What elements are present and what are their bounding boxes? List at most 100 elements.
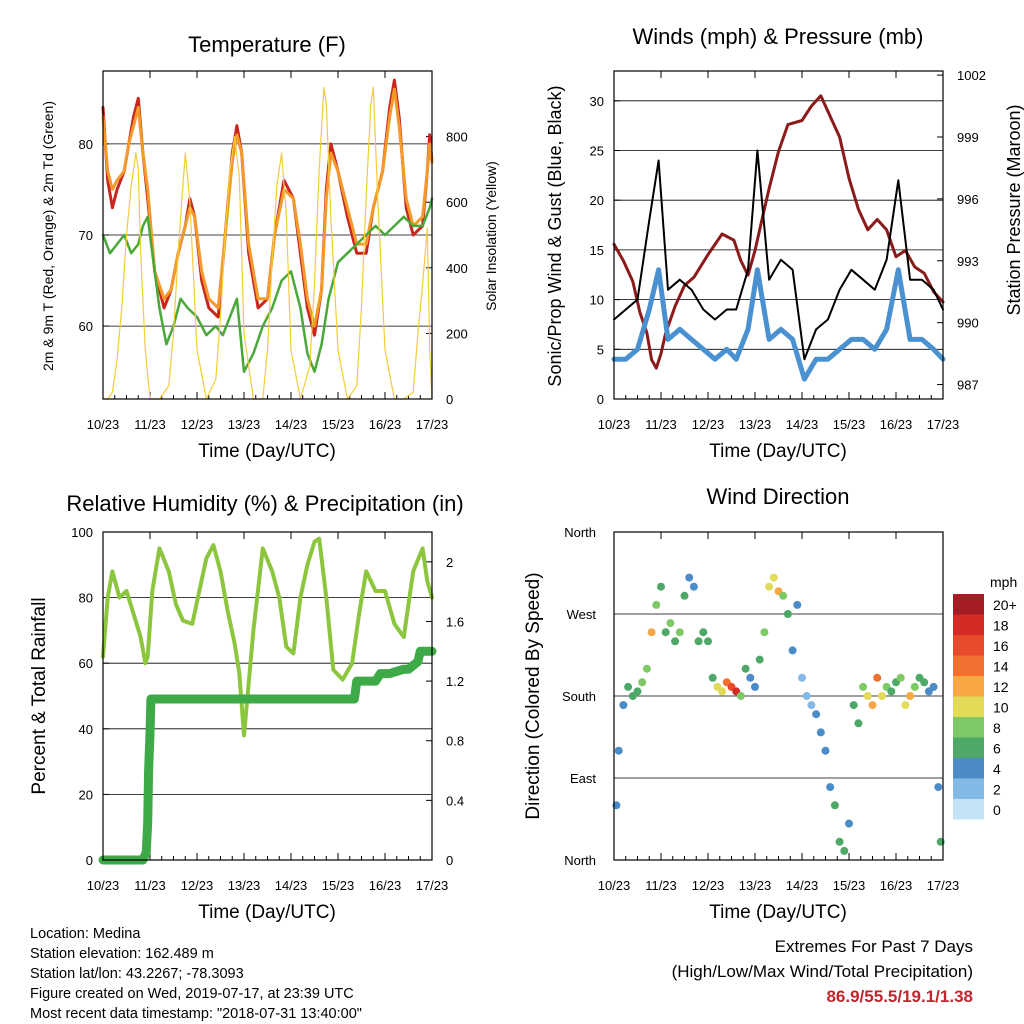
- y-tick-label: 70: [79, 228, 93, 243]
- y-tick-label: 60: [79, 319, 93, 334]
- series-line: [101, 536, 434, 738]
- x-tick-label: 17/23: [416, 417, 449, 432]
- x-tick-label: 16/23: [369, 878, 402, 893]
- colorbar-label: 18: [993, 618, 1009, 634]
- y-tick-label: 5: [597, 342, 604, 357]
- y-tick-label: South: [562, 689, 596, 704]
- direction-point: [896, 673, 905, 682]
- direction-point: [614, 746, 623, 755]
- direction-point: [835, 837, 844, 846]
- colorbar-swatch: [953, 758, 984, 779]
- direction-point: [657, 582, 665, 591]
- direction-point: [624, 682, 633, 691]
- winds-title: Winds (mph) & Pressure (mb): [633, 24, 924, 49]
- direction-point: [699, 628, 708, 637]
- extremes-subtitle: (High/Low/Max Wind/Total Precipitation): [671, 962, 973, 981]
- speed-colorbar: 20+ 18 16 14 12 10 8 6 4 2 0: [953, 594, 1017, 820]
- temperature-ylabel-left: 2m & 9m T (Red, Orange) & 2m Td (Green): [40, 101, 56, 371]
- direction-point: [840, 846, 849, 855]
- x-tick-label: 12/23: [181, 878, 214, 893]
- colorbar-label: 4: [993, 761, 1001, 777]
- direction-xlabel: Time (Day/UTC): [709, 902, 847, 923]
- y-tick-label: 15: [590, 243, 604, 258]
- direction-point: [638, 678, 647, 687]
- x-tick-label: 11/23: [134, 878, 166, 893]
- temperature-xlabel: Time (Day/UTC): [198, 441, 336, 462]
- winds-panel: Winds (mph) & Pressure (mb) Sonic/Prop W…: [545, 24, 1024, 462]
- direction-point: [821, 746, 830, 755]
- colorbar-title: mph: [990, 574, 1017, 590]
- y-right-tick-label: 1.6: [446, 614, 464, 629]
- direction-point: [765, 582, 774, 591]
- colorbar-label: 6: [993, 741, 1001, 757]
- direction-point: [830, 801, 839, 810]
- direction-point: [680, 591, 689, 600]
- extremes-box: Extremes For Past 7 Days (High/Low/Max W…: [672, 934, 973, 1009]
- series-line: [102, 86, 433, 400]
- x-tick-label: 10/23: [598, 878, 631, 893]
- colorbar-label: 16: [993, 638, 1009, 654]
- x-tick-label: 17/23: [927, 878, 960, 893]
- direction-point: [779, 591, 788, 600]
- y-tick-label: 0: [86, 853, 93, 868]
- y-tick-label: 80: [79, 591, 93, 606]
- latlon-text: Station lat/lon: 43.2267; -78.3093: [30, 966, 244, 982]
- x-tick-label: 14/23: [786, 878, 819, 893]
- direction-point: [718, 687, 727, 696]
- direction-point: [642, 664, 651, 673]
- x-tick-label: 15/23: [322, 878, 355, 893]
- y-tick-label: 30: [590, 94, 604, 109]
- direction-point: [741, 664, 750, 673]
- colorbar-swatch: [953, 614, 984, 635]
- y-tick-label: 20: [590, 193, 604, 208]
- series-line: [98, 646, 437, 865]
- direction-point: [788, 646, 797, 655]
- direction-ylabel-left: Direction (Colored By Speed): [523, 572, 544, 819]
- direction-point: [769, 573, 778, 582]
- y-tick-label: East: [570, 771, 596, 786]
- x-tick-label: 14/23: [275, 417, 308, 432]
- direction-point: [736, 692, 745, 700]
- x-tick-label: 15/23: [322, 417, 355, 432]
- direction-point: [633, 687, 642, 696]
- elevation-text: Station elevation: 162.489 m: [30, 946, 214, 962]
- x-tick-label: 11/23: [134, 417, 166, 432]
- x-tick-label: 13/23: [739, 878, 772, 893]
- x-tick-label: 14/23: [275, 878, 308, 893]
- direction-point: [906, 692, 915, 700]
- direction-point: [920, 678, 929, 687]
- x-tick-label: 12/23: [692, 878, 725, 893]
- direction-point: [685, 573, 694, 582]
- colorbar-swatch: [953, 676, 984, 697]
- direction-point: [746, 673, 755, 682]
- colorbar-swatch: [953, 737, 984, 758]
- direction-point: [704, 637, 712, 646]
- y-tick-label: 40: [79, 722, 93, 737]
- humidity-panel: Relative Humidity (%) & Precipitation (i…: [29, 491, 464, 923]
- x-tick-label: 10/23: [87, 878, 120, 893]
- y-tick-label: 10: [590, 293, 604, 308]
- direction-point: [802, 692, 811, 700]
- y-right-tick-label: 1002: [957, 68, 986, 83]
- x-tick-label: 11/23: [645, 878, 677, 893]
- y-right-tick-label: 200: [446, 326, 468, 341]
- direction-point: [887, 687, 896, 696]
- winds-ylabel-right: Station Pressure (Maroon): [1004, 104, 1024, 315]
- colorbar-swatch: [953, 594, 984, 615]
- recent-timestamp-text: Most recent data timestamp: "2018-07-31 …: [30, 1006, 362, 1022]
- direction-point: [619, 701, 628, 710]
- direction-point: [854, 719, 863, 728]
- colorbar-swatch: [953, 696, 984, 717]
- colorbar-label: 14: [993, 659, 1009, 675]
- x-tick-label: 14/23: [786, 417, 819, 432]
- x-tick-label: 10/23: [598, 417, 631, 432]
- x-tick-label: 12/23: [692, 417, 725, 432]
- y-tick-label: North: [564, 525, 596, 540]
- direction-point: [901, 701, 910, 710]
- direction-point: [863, 692, 872, 700]
- direction-point: [910, 682, 919, 691]
- direction-point: [859, 682, 868, 691]
- colorbar-label: 8: [993, 720, 1001, 736]
- y-tick-label: 20: [79, 787, 93, 802]
